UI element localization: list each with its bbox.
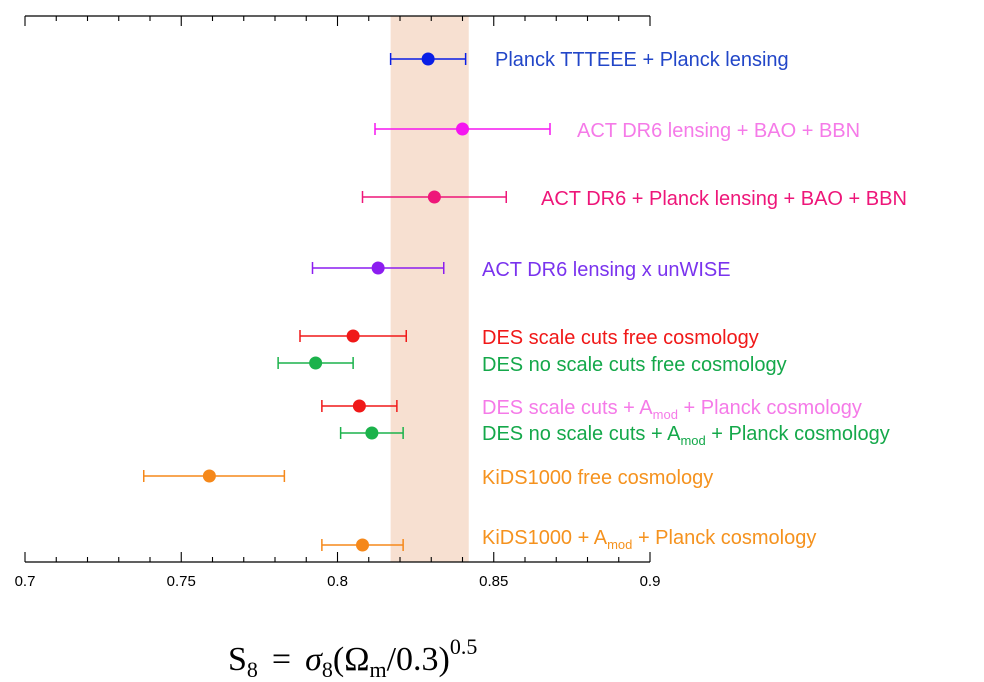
xlabel-eq: = (272, 641, 291, 678)
data-point (346, 329, 360, 343)
series-label: DES scale cuts + Amod + Planck cosmology (482, 397, 862, 422)
data-point (456, 122, 469, 136)
xlabel-s: S (228, 641, 247, 678)
xlabel-power: 0.5 (450, 634, 478, 659)
series-label: DES no scale cuts free cosmology (482, 354, 787, 376)
data-point (365, 426, 379, 440)
data-point (352, 399, 366, 413)
series-entry (311, 261, 445, 275)
series-label: ACT DR6 lensing x unWISE (482, 259, 731, 281)
series-entry (277, 356, 354, 370)
xlabel-sigma-sub: 8 (322, 657, 333, 682)
series-label: DES scale cuts free cosmology (482, 327, 759, 349)
x-axis-title-text: S8 = σ8(Ωm/0.3)0.5 (228, 634, 477, 682)
x-axis-title: S8 = σ8(Ωm/0.3)0.5 (228, 634, 477, 682)
data-point (202, 469, 216, 483)
data-point (371, 261, 385, 275)
x-tick-label: 0.85 (479, 573, 508, 590)
band-layer (390, 16, 469, 562)
data-point (421, 52, 435, 66)
series-entry (339, 426, 404, 440)
series-entry (321, 399, 398, 413)
label-layer: Planck TTTEEE + Planck lensing ACT DR6 le… (482, 49, 907, 552)
series-entry (361, 190, 507, 204)
x-tick-label: 0.75 (167, 573, 196, 590)
xlabel-omega: (Ω (333, 641, 370, 678)
series-layer (143, 52, 551, 552)
series-label: ACT DR6 lensing + BAO + BBN (577, 120, 860, 142)
series-entry (143, 469, 286, 483)
xlabel-sigma: σ (305, 641, 323, 678)
series-label: DES no scale cuts + Amod + Planck cosmol… (482, 423, 890, 448)
xlabel-s-sub: 8 (247, 657, 258, 682)
x-tick-label: 0.9 (640, 573, 661, 590)
series-label: KiDS1000 free cosmology (482, 467, 713, 489)
x-tick-label: 0.7 (15, 573, 36, 590)
series-entry (374, 122, 551, 136)
axes-layer: 0.7 0.75 0.8 0.85 0.9 (15, 15, 661, 590)
data-point (356, 538, 369, 552)
xlabel-omega-sub: m (369, 657, 386, 682)
highlight-band (390, 16, 469, 562)
series-entry (321, 538, 404, 552)
xlabel-close: /0.3) (387, 641, 450, 678)
series-label: ACT DR6 + Planck lensing + BAO + BBN (541, 188, 907, 210)
data-point (427, 190, 441, 204)
series-label: KiDS1000 + Amod + Planck cosmology (482, 527, 816, 552)
series-entry (299, 329, 407, 343)
series-label: Planck TTTEEE + Planck lensing (495, 49, 789, 71)
series-entry (389, 52, 467, 66)
data-point (309, 356, 323, 370)
x-tick-label: 0.8 (327, 573, 348, 590)
